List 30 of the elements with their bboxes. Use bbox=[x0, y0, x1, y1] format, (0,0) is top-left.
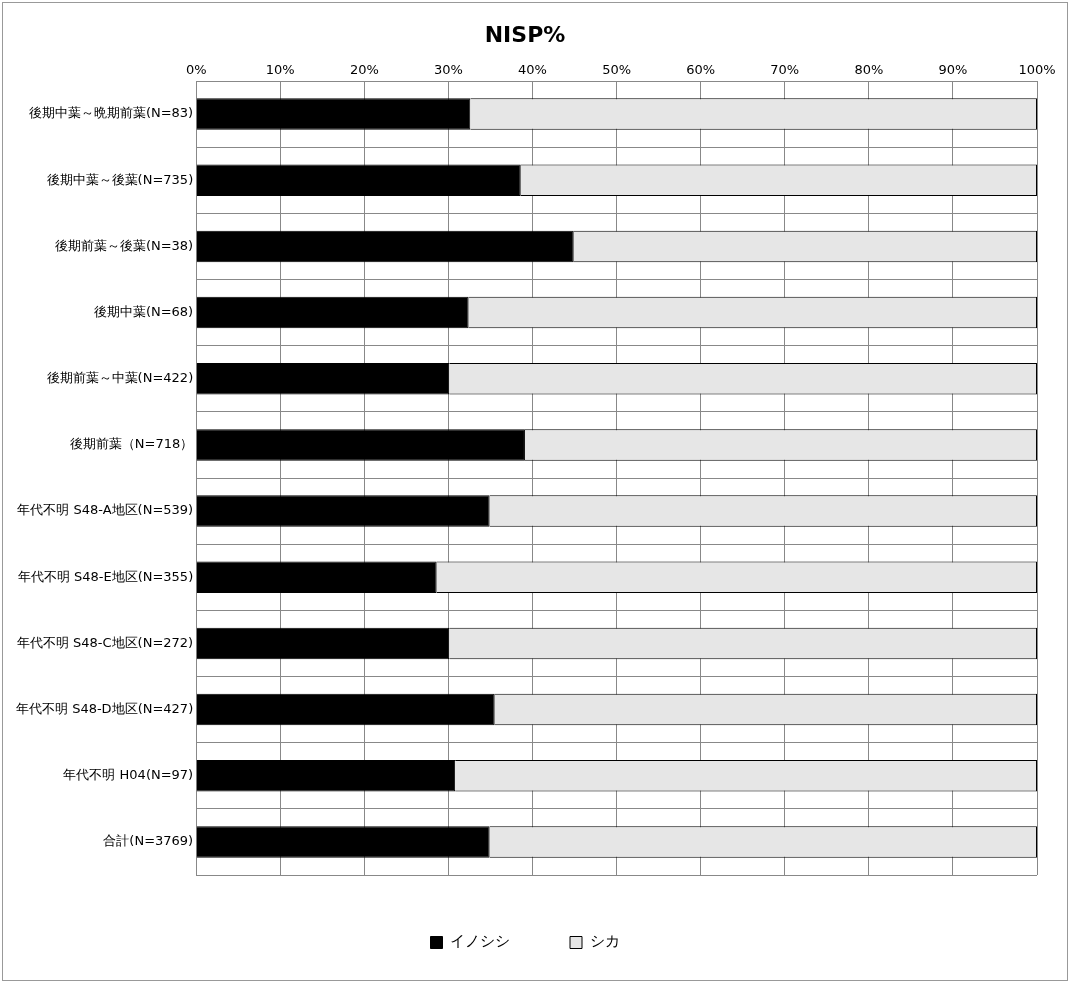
y-tick-label: 後期中葉～晩期前葉(N=83) bbox=[28, 105, 194, 121]
y-tick-label: 後期中葉～後葉(N=735) bbox=[46, 171, 194, 187]
bar bbox=[196, 429, 525, 461]
x-tick-label: 70% bbox=[770, 61, 800, 77]
x-tick-label: 40% bbox=[518, 61, 547, 77]
x-tick-label: 100% bbox=[1018, 61, 1056, 77]
bar bbox=[196, 495, 490, 527]
bar bbox=[196, 826, 490, 858]
y-tick-label: 後期中葉(N=68) bbox=[93, 303, 194, 319]
x-tick-label: 80% bbox=[854, 61, 884, 77]
chart-title: NISP% bbox=[484, 21, 566, 47]
x-tick-label: 10% bbox=[265, 61, 295, 77]
y-tick-label: 年代不明 S48-D地区(N=427) bbox=[16, 700, 194, 716]
y-tick-label: 合計(N=3769) bbox=[103, 833, 194, 849]
legend-label: シカ bbox=[589, 932, 620, 951]
x-tick-label: 20% bbox=[349, 61, 379, 77]
x-tick-label: 90% bbox=[938, 61, 968, 77]
bar bbox=[196, 98, 471, 130]
x-tick-label: 60% bbox=[686, 61, 716, 77]
y-tick-label: 年代不明 S48-E地区(N=355) bbox=[17, 568, 194, 584]
x-tick-label: 30% bbox=[433, 61, 463, 77]
y-tick-label: 年代不明 S48-C地区(N=272) bbox=[16, 634, 194, 650]
y-tick-label: 後期前葉～後葉(N=38) bbox=[54, 237, 194, 253]
y-tick-label: 後期前葉（N=718） bbox=[69, 436, 194, 452]
x-tick-label: 0% bbox=[185, 61, 207, 77]
y-tick-label: 後期前葉～中葉(N=422) bbox=[46, 370, 194, 386]
legend-label: イノシシ bbox=[450, 932, 510, 951]
y-tick-label: 年代不明 S48-A地区(N=539) bbox=[17, 502, 194, 518]
x-tick-label: 50% bbox=[602, 61, 632, 77]
y-tick-label: 年代不明 H04(N=97) bbox=[63, 767, 194, 783]
